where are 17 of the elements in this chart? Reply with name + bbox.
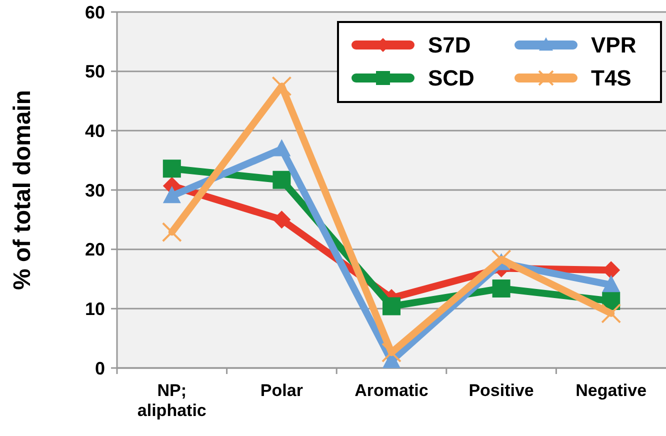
x-tick-label: Polar [260,381,304,400]
y-axis-title: % of total domain [9,90,36,290]
legend-label: VPR [591,32,636,58]
legend-label: S7D [428,32,471,58]
x-tick-label: Positive [468,381,534,400]
legend-label: T4S [591,66,632,91]
y-tick-label: 40 [84,120,105,141]
y-tick-label: 30 [84,180,105,200]
y-tick-label: 20 [84,240,105,260]
x-tick-label: Aromatic [354,381,428,400]
y-tick-label: 10 [84,298,105,319]
y-tick-label: 50 [84,62,105,82]
legend-label: SCD [428,66,474,91]
y-tick-label: 60 [84,2,105,22]
x-tick-label: Negative [576,381,647,400]
x-tick-label: NP; aliphatic [137,381,206,420]
y-tick-label: 0 [94,358,105,378]
